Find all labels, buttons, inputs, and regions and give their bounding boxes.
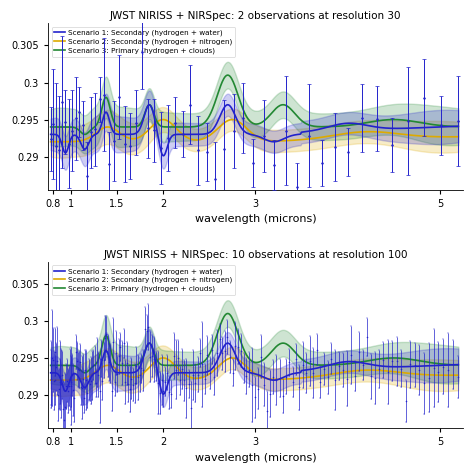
- Legend: Scenario 1: Secondary (hydrogen + water), Scenario 2: Secondary (hydrogen + nitr: Scenario 1: Secondary (hydrogen + water)…: [52, 27, 235, 57]
- Title: JWST NIRISS + NIRSpec: 2 observations at resolution 30: JWST NIRISS + NIRSpec: 2 observations at…: [109, 11, 401, 21]
- X-axis label: wavelength (microns): wavelength (microns): [194, 215, 316, 225]
- Title: JWST NIRISS + NIRSpec: 10 observations at resolution 100: JWST NIRISS + NIRSpec: 10 observations a…: [103, 249, 408, 259]
- Legend: Scenario 1: Secondary (hydrogen + water), Scenario 2: Secondary (hydrogen + nitr: Scenario 1: Secondary (hydrogen + water)…: [52, 265, 235, 295]
- X-axis label: wavelength (microns): wavelength (microns): [194, 453, 316, 463]
